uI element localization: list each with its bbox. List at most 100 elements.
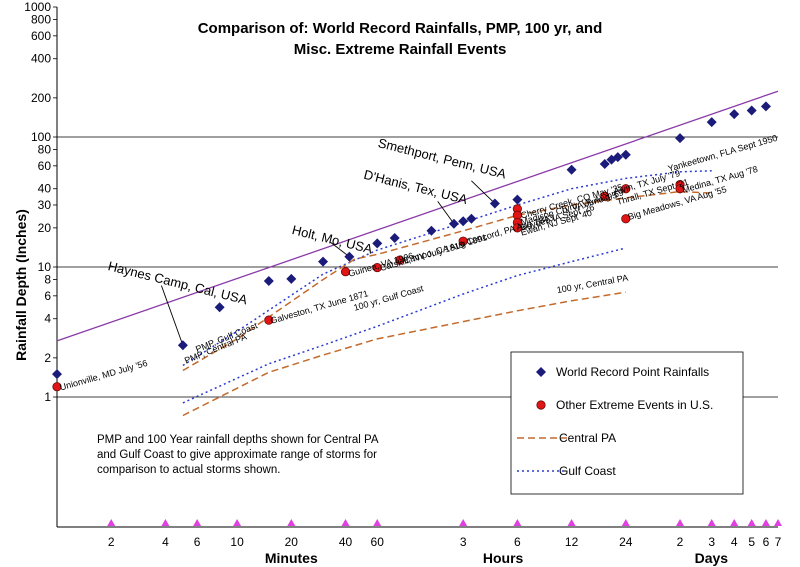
x-tick-marker [747, 519, 756, 526]
x-tick-label: 6 [763, 535, 770, 549]
line-pmp-gulf-coast [182, 170, 712, 367]
x-tick-marker [459, 519, 468, 526]
point-extreme-event [52, 382, 62, 392]
legend-swatch-circle [536, 400, 546, 410]
x-tick-marker [513, 519, 522, 526]
point-world-record [263, 276, 274, 287]
point-extreme-event [340, 267, 351, 277]
point-world-record [746, 105, 757, 116]
point-world-record [760, 101, 771, 112]
x-tick-label: 24 [619, 535, 633, 549]
legend-label: World Record Point Rainfalls [556, 365, 709, 379]
line-100-yr-gulf-coast [182, 247, 626, 404]
annotation-leader [160, 285, 184, 346]
x-tick-marker [373, 519, 382, 526]
x-tick-marker [730, 519, 739, 526]
x-tick-label: 60 [371, 535, 385, 549]
point-world-record [389, 233, 400, 244]
x-tick-marker [233, 519, 242, 526]
point-world-record [52, 369, 62, 380]
x-tick-marker [161, 519, 170, 526]
y-tick-label: 800 [31, 13, 51, 27]
y-tick-label: 10 [38, 260, 52, 274]
point-world-record [675, 133, 686, 144]
x-tick-marker [107, 519, 116, 526]
point-world-record [566, 164, 577, 175]
x-tick-marker [193, 519, 202, 526]
point-extreme-event [675, 184, 685, 194]
x-unit-hours: Hours [483, 550, 524, 566]
x-tick-label: 40 [339, 535, 353, 549]
x-tick-label: 4 [731, 535, 738, 549]
y-axis-title: Rainfall Depth (Inches) [13, 209, 29, 361]
legend-box [510, 351, 744, 495]
title-line-0: Comparison of: World Record Rainfalls, P… [198, 20, 603, 37]
legend-swatch-diamond [536, 367, 546, 377]
legend-label: Gulf Coast [559, 464, 616, 478]
y-tick-label: 60 [38, 159, 52, 173]
point-extreme-event [512, 223, 522, 233]
point-world-record [344, 251, 355, 262]
x-tick-marker [774, 519, 782, 526]
x-tick-marker [707, 519, 716, 526]
point-world-record [706, 117, 717, 128]
point-world-record [448, 218, 459, 229]
x-tick-marker [341, 519, 350, 526]
x-tick-markers [107, 519, 782, 526]
axes [53, 6, 778, 528]
point-extreme-event [600, 191, 610, 201]
y-tick-label: 400 [31, 52, 51, 66]
y-tick-label: 1000 [24, 0, 51, 14]
point-world-record [286, 273, 297, 284]
point-world-record [426, 225, 437, 236]
point-world-record [466, 213, 477, 224]
point-world-record [620, 149, 631, 160]
x-tick-label: 2 [108, 535, 115, 549]
point-world-record [214, 302, 225, 313]
x-tick-label: 12 [565, 535, 579, 549]
annotation-leader [437, 201, 455, 225]
point-extreme-event [264, 315, 274, 325]
y-tick-label: 1 [44, 390, 51, 404]
annotation-leader [330, 241, 350, 258]
x-tick-marker [676, 519, 685, 526]
annotation-label: Haynes Camp, Cal, USA [106, 258, 249, 307]
y-tick-label: 40 [38, 182, 52, 196]
point-world-record [612, 152, 623, 163]
reference-lines [56, 90, 779, 417]
annotation-label: D'Hanis, Tex, USA [362, 167, 469, 207]
y-tick-label: 4 [44, 312, 51, 326]
line-world-record-envelope [56, 90, 779, 342]
y-tick-label: 100 [31, 130, 51, 144]
data-points [52, 101, 771, 392]
x-tick-label: 6 [514, 535, 521, 549]
x-tick-label: 7 [775, 535, 782, 549]
x-tick-label: 6 [194, 535, 201, 549]
x-tick-label: 2 [677, 535, 684, 549]
x-tick-label: 10 [230, 535, 244, 549]
point-extreme-event [372, 262, 382, 273]
legend: World Record Point Rainfalls Other Extrem… [510, 351, 744, 495]
point-extreme-event [458, 236, 468, 246]
x-unit-minutes: Minutes [265, 550, 318, 566]
x-tick-marker [567, 519, 576, 526]
point-world-record [729, 109, 740, 120]
y-tick-label: 30 [38, 198, 52, 212]
legend-label: Central PA [559, 431, 616, 445]
point-world-record [458, 216, 469, 227]
line-pmp-central-pa [182, 190, 712, 372]
annotation-leader [471, 180, 496, 204]
chart-title: Comparison of: World Record Rainfalls, P… [198, 20, 603, 58]
x-tick-labels: 2 4 6 10 20 40 60 3 6 12 24 2 3 4 5 6 7 [108, 535, 782, 549]
x-tick-label: 5 [748, 535, 755, 549]
legend-label: Other Extreme Events in U.S. [556, 398, 713, 412]
x-tick-label: 4 [162, 535, 169, 549]
note-line-1: and Gulf Coast to give approximate range… [97, 449, 377, 461]
x-unit-days: Days [695, 550, 729, 566]
point-extreme-event [395, 255, 405, 265]
x-tick-marker [621, 519, 630, 526]
x-tick-marker [287, 519, 296, 526]
x-tick-label: 20 [285, 535, 299, 549]
